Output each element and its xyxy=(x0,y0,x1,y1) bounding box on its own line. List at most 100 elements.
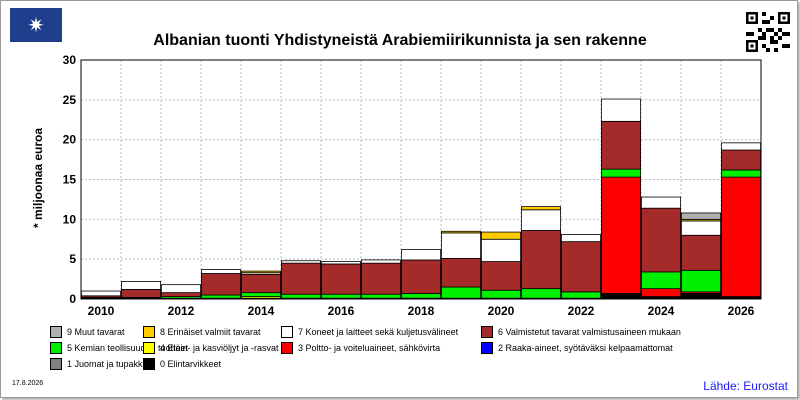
bar-2017-series-5 xyxy=(360,293,401,299)
bar-2014-series-8 xyxy=(240,270,281,274)
x-tick-label-2020: 2020 xyxy=(488,304,515,318)
x-tick-label-2018: 2018 xyxy=(408,304,435,318)
bar-2024-series-6 xyxy=(641,207,682,273)
legend-label: 9 Muut tavarat xyxy=(67,327,125,337)
date-stamp: 17.8.2026 xyxy=(12,380,44,387)
bar-2026-series-3 xyxy=(721,176,762,298)
legend-swatch xyxy=(143,358,155,370)
legend-item-1: 1 Juomat ja tupakka xyxy=(50,358,148,370)
bar-2021-series-6 xyxy=(521,230,562,290)
y-tick-label-5: 5 xyxy=(69,252,76,266)
bar-2017-series-7 xyxy=(360,259,401,264)
legend-label: 7 Koneet ja laitteet sekä kuljetusväline… xyxy=(298,327,459,337)
legend-item-6: 6 Valmistetut tavarat valmistusaineen mu… xyxy=(481,326,681,338)
bar-2015-series-6 xyxy=(280,262,321,295)
legend-swatch xyxy=(50,358,62,370)
x-tick-label-2022: 2022 xyxy=(568,304,595,318)
bar-2025-series-7 xyxy=(681,220,722,236)
legend-item-9: 9 Muut tavarat xyxy=(50,326,125,338)
bar-2024-series-5 xyxy=(641,271,682,290)
legend-item-7: 7 Koneet ja laitteet sekä kuljetusväline… xyxy=(281,326,458,338)
bar-2021-series-7 xyxy=(521,209,562,231)
bar-2016-series-7 xyxy=(320,261,361,265)
bar-2014-series-5 xyxy=(240,292,281,298)
bar-2023-series-0 xyxy=(601,293,642,300)
bar-2020-series-8 xyxy=(480,231,521,240)
legend-item-4: 4 Eläin- ja kasviöljyt ja -rasvat xyxy=(143,342,279,354)
bar-2023-series-5 xyxy=(601,168,642,178)
legend-label: 0 Elintarvikkeet xyxy=(160,359,222,369)
bar-2025-series-6 xyxy=(681,234,722,271)
bar-2019-series-5 xyxy=(440,286,481,299)
bar-2023-series-7 xyxy=(601,98,642,122)
source-note: Lähde: Eurostat xyxy=(703,379,788,393)
legend-label: 5 Kemian teollisuuden tuotteet xyxy=(67,343,189,353)
bar-2019-series-6 xyxy=(440,257,481,288)
bar-2021-series-8 xyxy=(521,206,562,211)
y-tick-label-30: 30 xyxy=(63,53,77,67)
bar-2013-series-6 xyxy=(200,273,241,296)
bar-2018-series-7 xyxy=(400,249,441,261)
bar-2010-series-7 xyxy=(81,290,122,297)
legend-item-5: 5 Kemian teollisuuden tuotteet xyxy=(50,342,188,354)
legend-label: 1 Juomat ja tupakka xyxy=(67,359,148,369)
bar-2016-series-6 xyxy=(320,263,361,295)
bar-2015-series-5 xyxy=(280,293,321,299)
bar-2026-series-7 xyxy=(721,142,762,151)
legend-swatch xyxy=(481,342,493,354)
bar-2020-series-5 xyxy=(480,289,521,299)
bar-2019-series-7 xyxy=(440,232,481,259)
legend-item-2: 2 Raaka-aineet, syötäväksi kelpaamattoma… xyxy=(481,342,673,354)
legend-item-3: 3 Poltto- ja voiteluaineet, sähkövirta xyxy=(281,342,440,354)
y-tick-label-10: 10 xyxy=(63,212,77,226)
bar-2019-series-8 xyxy=(440,230,481,234)
legend-label: 2 Raaka-aineet, syötäväksi kelpaamattoma… xyxy=(498,343,673,353)
bar-2021-series-5 xyxy=(521,288,562,299)
bar-2011-series-6 xyxy=(121,289,162,298)
legend-swatch xyxy=(50,326,62,338)
legend-swatch xyxy=(50,342,62,354)
bar-2022-series-5 xyxy=(561,291,602,299)
x-tick-label-2012: 2012 xyxy=(168,304,195,318)
legend-swatch xyxy=(481,326,493,338)
y-tick-label-25: 25 xyxy=(63,93,77,107)
legend-item-8: 8 Erinäiset valmiit tavarat xyxy=(143,326,261,338)
legend-label: 4 Eläin- ja kasviöljyt ja -rasvat xyxy=(160,343,279,353)
bar-2023-series-6 xyxy=(601,120,642,170)
x-tick-label-2026: 2026 xyxy=(728,304,755,318)
legend-swatch xyxy=(143,342,155,354)
bar-2024-series-3 xyxy=(641,288,682,298)
legend-swatch xyxy=(281,342,293,354)
bar-2025-series-5 xyxy=(681,269,722,293)
bar-2011-series-7 xyxy=(121,281,162,290)
plot-border xyxy=(80,59,762,300)
x-tick-label-2016: 2016 xyxy=(328,304,355,318)
bar-2025-series-0 xyxy=(681,293,722,300)
y-tick-label-0: 0 xyxy=(69,292,76,306)
legend-label: 3 Poltto- ja voiteluaineet, sähkövirta xyxy=(298,343,441,353)
bar-2026-series-5 xyxy=(721,169,762,178)
y-tick-label-15: 15 xyxy=(63,173,77,187)
bar-2024-series-7 xyxy=(641,196,682,209)
bar-2018-series-6 xyxy=(400,259,441,294)
bar-2012-series-7 xyxy=(160,284,201,294)
flag-emblem-icon: ✷ xyxy=(10,8,62,42)
stacked-bar-chart: 0 5 10 15 20 25 30 2010 2012 2014 2016 2018 2020 2022… xyxy=(63,53,762,318)
bar-2014-series-6 xyxy=(240,273,281,294)
x-tick-label-2014: 2014 xyxy=(248,304,275,318)
bar-2022-series-7 xyxy=(561,234,602,243)
x-tick-label-2024: 2024 xyxy=(648,304,675,318)
legend-swatch xyxy=(281,326,293,338)
y-tick-label-20: 20 xyxy=(63,133,77,147)
legend-swatch xyxy=(143,326,155,338)
legend-label: 6 Valmistetut tavarat valmistusaineen mu… xyxy=(498,327,681,337)
bar-2013-series-5 xyxy=(200,294,241,299)
x-tick-label-2010: 2010 xyxy=(88,304,115,318)
legend-item-0: 0 Elintarvikkeet xyxy=(143,358,221,370)
bar-2012-series-6 xyxy=(160,292,201,298)
bar-2025-series-9 xyxy=(681,212,722,220)
bar-2023-series-3 xyxy=(601,176,642,294)
bar-2017-series-6 xyxy=(360,262,401,295)
legend-label: 8 Erinäiset valmiit tavarat xyxy=(160,327,261,337)
bar-2020-series-6 xyxy=(480,261,521,291)
